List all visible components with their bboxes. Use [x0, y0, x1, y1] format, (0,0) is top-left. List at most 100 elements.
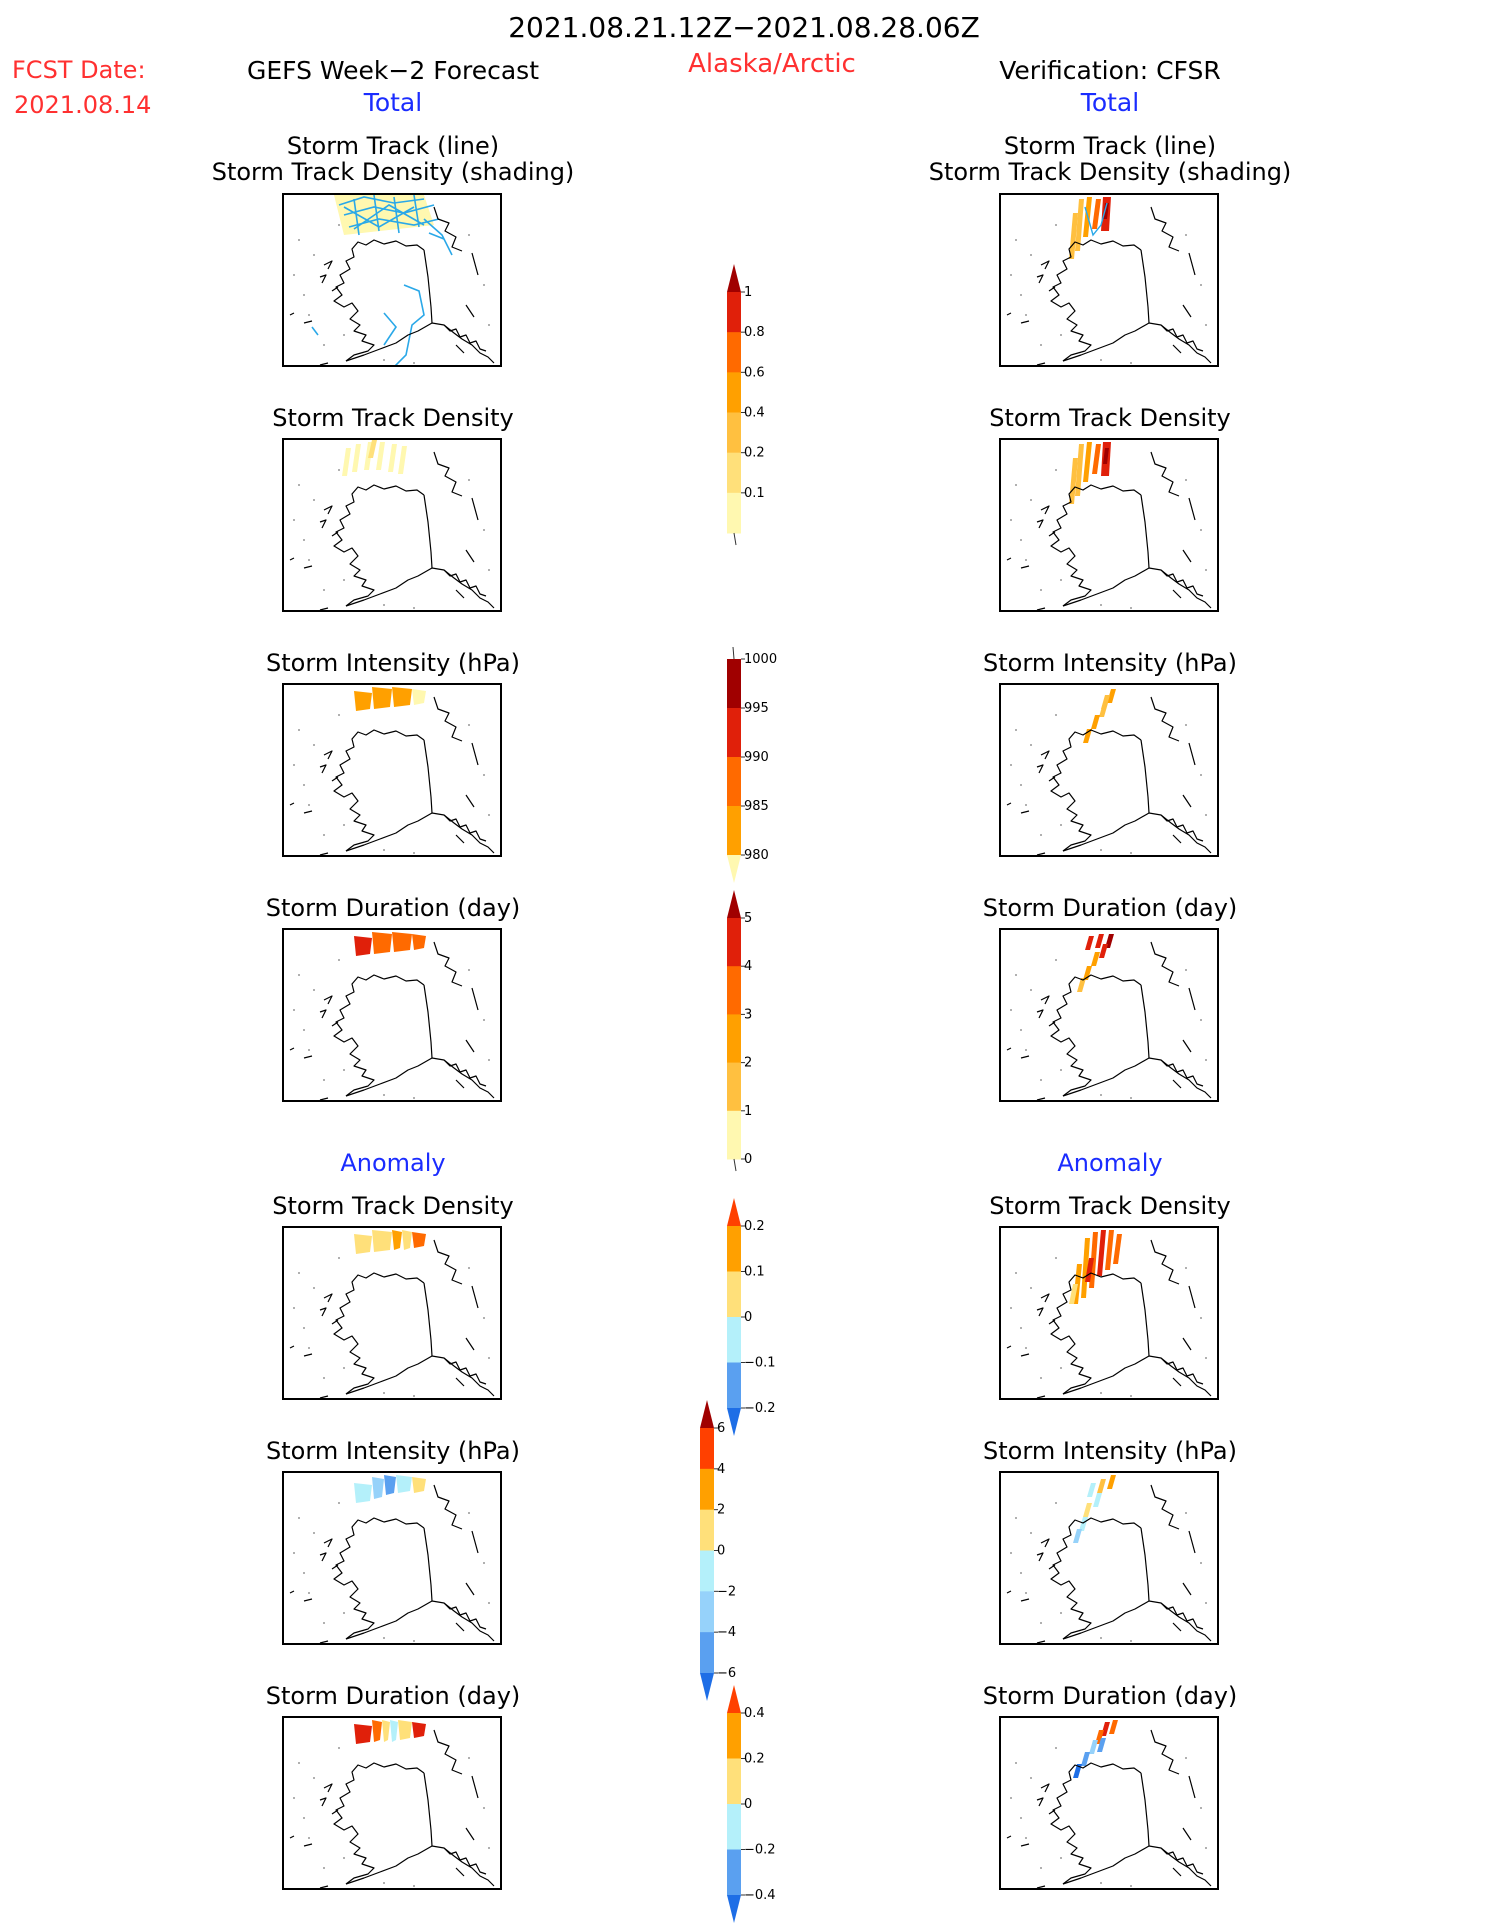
- coastline-5: [289, 557, 329, 610]
- shade-block-1: [372, 1720, 382, 1742]
- colorbar-segment-3: [727, 806, 741, 856]
- grid-dot-10: [1055, 1747, 1057, 1749]
- colorbar-label-5: 0: [744, 1152, 752, 1167]
- colorbar-label-1: 0.1: [744, 1265, 765, 1280]
- coastline-7: [1172, 252, 1196, 354]
- coastline-5: [289, 1345, 329, 1398]
- grid-dot-4: [1060, 1069, 1062, 1071]
- grid-dot-1: [1025, 1837, 1027, 1839]
- shade-4: [1081, 1752, 1090, 1766]
- grid-dot-7: [1185, 479, 1187, 481]
- colorbar-segment-0: [727, 1713, 741, 1759]
- grid-dot-8: [1010, 1797, 1012, 1799]
- colorbar-label-3: 2: [744, 1056, 752, 1071]
- coastline-5: [1006, 1590, 1046, 1643]
- colorbar-label-4: −2: [717, 1584, 736, 1599]
- coastline-2: [423, 739, 433, 814]
- colorbar-segment-1: [727, 708, 741, 758]
- coastline-3: [1062, 567, 1212, 609]
- colorbar-arrow-top: [727, 264, 741, 292]
- coastline-4: [443, 1059, 487, 1087]
- shade-0: [1085, 936, 1094, 950]
- colorbar-label-4: 1: [744, 1104, 752, 1119]
- coastline-3: [345, 1600, 495, 1642]
- map-canvas: [1006, 1475, 1212, 1643]
- coastline-0: [433, 696, 463, 742]
- coastline-3: [345, 1057, 495, 1099]
- coastline-0: [1150, 1484, 1180, 1530]
- grid-dot-9: [1030, 1777, 1032, 1779]
- coastline-5: [1006, 1345, 1046, 1398]
- colorbar-density-total: 1 0.8 0.6 0.4 0.2 0.1: [727, 264, 765, 546]
- colorbar-label-2: 2: [717, 1503, 725, 1518]
- colorbar-segment-3: [727, 412, 741, 454]
- grid-dot-3: [303, 294, 305, 296]
- shade-3: [1083, 729, 1092, 743]
- grid-dot-10: [338, 1257, 340, 1259]
- grid-dot-0: [1015, 974, 1017, 976]
- shade-3: [376, 442, 385, 470]
- colorbar-label-0: 1: [744, 285, 752, 300]
- map-right-density: [999, 438, 1219, 612]
- shade-0: [1107, 1475, 1116, 1489]
- coastline-6: [319, 505, 339, 537]
- shade-0: [1109, 1720, 1118, 1734]
- grid-dot-11: [1100, 359, 1102, 361]
- grid-dot-4: [343, 1069, 345, 1071]
- colorbar-label-1: 4: [744, 959, 752, 974]
- grid-dot-7: [468, 1512, 470, 1514]
- shade-5: [1083, 966, 1092, 980]
- shade-0: [1075, 444, 1084, 496]
- grid-dot-9: [1030, 989, 1032, 991]
- colorbar-stem-top: [732, 646, 735, 660]
- map-canvas: [289, 440, 495, 610]
- colorbar-arrow-bottom: [727, 1408, 741, 1436]
- map-right-anom-duration: [999, 1716, 1219, 1890]
- grid-dot-7: [1185, 1267, 1187, 1269]
- coastline-0: [1150, 941, 1180, 987]
- grid-dot-1: [308, 1837, 310, 1839]
- coastline-3: [345, 812, 495, 854]
- colorbar-label-4: −0.2: [744, 1401, 776, 1416]
- shade-6: [1097, 1738, 1106, 1752]
- coastline-1: [333, 729, 425, 852]
- colorbar-segment-3: [727, 1062, 741, 1112]
- right-anom-duration-title: Storm Duration (day): [982, 1682, 1238, 1710]
- coastline-5: [289, 312, 329, 365]
- colorbar-label-2: 0: [744, 1310, 752, 1325]
- colorbar-segment-2: [727, 1317, 741, 1363]
- coastline-2: [1140, 494, 1150, 569]
- shade-2: [1069, 458, 1078, 504]
- track-line-0: [1084, 202, 1108, 237]
- grid-dot-12: [1130, 1885, 1132, 1887]
- colorbar-segment-5: [727, 492, 741, 534]
- grid-dot-1: [308, 314, 310, 316]
- coastline-4: [1160, 1059, 1204, 1087]
- shade-0: [1075, 199, 1084, 251]
- grid-dot-7: [468, 1757, 470, 1759]
- shade-3: [1092, 199, 1101, 229]
- shade-block-2: [382, 1720, 390, 1742]
- grid-dot-0: [1015, 1517, 1017, 1519]
- shade-3: [1092, 444, 1101, 474]
- map-canvas: [289, 195, 495, 365]
- left-anom-duration-title: Storm Duration (day): [265, 1682, 521, 1710]
- colorbar-segment-4: [727, 1110, 741, 1160]
- colorbar-segment-4: [727, 452, 741, 494]
- grid-dot-9: [1030, 1532, 1032, 1534]
- fcst-date-value: 2021.08.14: [14, 91, 152, 119]
- grid-dot-8: [1010, 1009, 1012, 1011]
- colorbar-segment-2: [727, 1014, 741, 1064]
- grid-dot-6: [1205, 1059, 1207, 1061]
- left-track-line-title: Storm Track (line): [286, 132, 500, 160]
- grid-dot-7: [1185, 724, 1187, 726]
- coastline-6: [319, 995, 339, 1027]
- colorbar-intensity-anomaly: 6 4 2 0 −2 −4 −6: [700, 1400, 736, 1701]
- grid-dot-11: [1100, 849, 1102, 851]
- shade-5: [1073, 1764, 1082, 1778]
- grid-dot-4: [343, 1367, 345, 1369]
- grid-dot-9: [1030, 1287, 1032, 1289]
- grid-dot-11: [1100, 1637, 1102, 1639]
- grid-dot-6: [488, 1059, 490, 1061]
- coastline-5: [1006, 312, 1046, 365]
